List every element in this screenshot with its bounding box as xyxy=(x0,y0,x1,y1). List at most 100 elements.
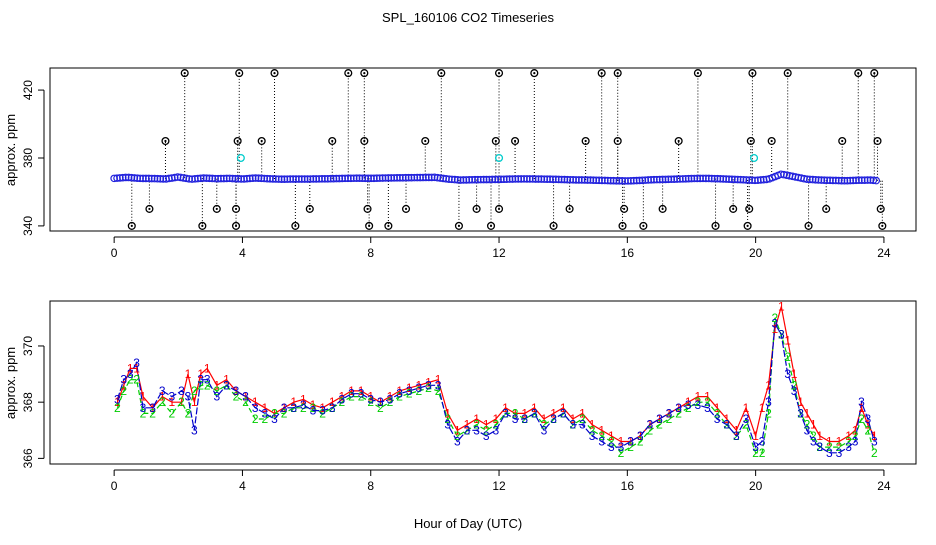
outlier-point xyxy=(804,221,813,230)
baseline-point xyxy=(295,175,303,183)
series-2-mark: 2 xyxy=(816,440,823,454)
baseline-point xyxy=(401,173,410,182)
baseline-point xyxy=(705,174,713,183)
baseline-point xyxy=(852,176,860,185)
outlier-point-core xyxy=(368,224,371,228)
baseline-point xyxy=(364,174,372,183)
baseline-point xyxy=(144,174,153,183)
series-2-mark: 2 xyxy=(406,387,413,401)
baseline-point xyxy=(208,174,217,183)
baseline-point xyxy=(612,176,621,185)
outlier-point xyxy=(511,136,520,146)
cyan-point xyxy=(236,153,245,163)
series-3-mark: 3 xyxy=(541,423,548,437)
baseline-point xyxy=(361,174,370,183)
outlier-point-core xyxy=(841,139,844,143)
baseline-point xyxy=(707,174,716,183)
baseline-point xyxy=(375,174,384,182)
series-3-mark: 3 xyxy=(492,423,499,437)
series-1-mark: 1 xyxy=(281,401,288,415)
series-3-mark: 3 xyxy=(114,392,121,406)
baseline-point xyxy=(133,174,142,182)
series-3-mark: 3 xyxy=(852,435,859,449)
baseline-point xyxy=(855,176,863,185)
series-2-mark: 2 xyxy=(608,435,615,449)
series-3-mark: 3 xyxy=(213,390,220,404)
baseline-point xyxy=(647,176,655,184)
outlier-point xyxy=(344,69,353,78)
baseline-point xyxy=(505,175,514,183)
baseline-point xyxy=(471,175,479,184)
series-1-mark: 1 xyxy=(252,395,259,409)
outlier-point xyxy=(639,221,648,230)
series-1-mark: 1 xyxy=(290,395,297,409)
outlier-point-core xyxy=(600,71,603,75)
outlier-point xyxy=(231,204,241,213)
baseline-point xyxy=(603,176,612,185)
baseline-point xyxy=(231,174,240,183)
baseline-point xyxy=(139,174,147,183)
outlier-point-core xyxy=(616,71,619,75)
series-1-mark: 1 xyxy=(627,435,634,449)
series-1-mark: 1 xyxy=(579,406,586,420)
series-3-mark: 3 xyxy=(512,412,519,426)
bottom-x-tick-label: 16 xyxy=(621,479,635,493)
series-1-mark: 1 xyxy=(666,406,673,420)
baseline-point xyxy=(563,175,572,184)
bottom-x-tick-label: 0 xyxy=(111,479,118,493)
outlier-point xyxy=(198,221,207,230)
baseline-point xyxy=(199,174,208,182)
series-3-mark: 3 xyxy=(252,401,259,415)
baseline-point xyxy=(306,175,315,183)
outlier-point xyxy=(822,204,831,213)
series-1-mark: 1 xyxy=(262,401,269,415)
series-3-mark: 3 xyxy=(169,390,176,404)
outlier-point-core xyxy=(347,71,350,75)
baseline-point xyxy=(557,175,566,184)
outlier-point xyxy=(620,204,629,213)
series-1-mark: 1 xyxy=(810,418,817,432)
outlier-point-core xyxy=(746,224,749,228)
series-3-mark: 3 xyxy=(290,401,297,415)
baseline-point xyxy=(655,175,664,184)
series-2-mark: 2 xyxy=(290,401,297,415)
baseline-point xyxy=(560,175,569,184)
series-3-mark: 3 xyxy=(262,406,269,420)
baseline-point xyxy=(147,174,156,183)
outlier-point xyxy=(363,204,372,213)
series-2-mark: 2 xyxy=(784,350,791,364)
series-2-mark: 2 xyxy=(778,328,785,342)
series-2-mark: 2 xyxy=(836,440,843,454)
baseline-point xyxy=(332,174,341,183)
series-3-mark: 3 xyxy=(425,378,432,392)
series-1-mark: 1 xyxy=(723,412,730,426)
series-2-mark: 2 xyxy=(759,446,766,460)
series-1-mark: 1 xyxy=(858,401,865,415)
outlier-point xyxy=(365,221,374,230)
outlier-point-core xyxy=(533,71,536,75)
series-1-mark: 1 xyxy=(852,423,859,437)
series-2-mark: 2 xyxy=(637,435,644,449)
series-2-mark: 2 xyxy=(550,412,557,426)
outlier-point xyxy=(180,69,189,78)
series-1-mark: 1 xyxy=(541,412,548,426)
baseline-point xyxy=(537,175,546,183)
baseline-point xyxy=(243,174,251,183)
baseline-point xyxy=(476,175,485,184)
series-1-mark: 1 xyxy=(637,429,644,443)
baseline-point xyxy=(653,175,661,184)
outlier-point-core xyxy=(786,71,789,75)
series-3-mark: 3 xyxy=(797,406,804,420)
outlier-point-core xyxy=(404,207,408,211)
series-3-mark: 3 xyxy=(865,412,872,426)
series-3-mark: 3 xyxy=(845,440,852,454)
series-3-mark: 3 xyxy=(765,395,772,409)
baseline-point xyxy=(119,173,127,182)
baseline-point xyxy=(664,175,673,184)
baseline-point xyxy=(240,175,248,183)
outlier-point-core xyxy=(513,139,517,143)
series-1-mark: 1 xyxy=(396,384,403,398)
outlier-point-core xyxy=(489,224,493,228)
